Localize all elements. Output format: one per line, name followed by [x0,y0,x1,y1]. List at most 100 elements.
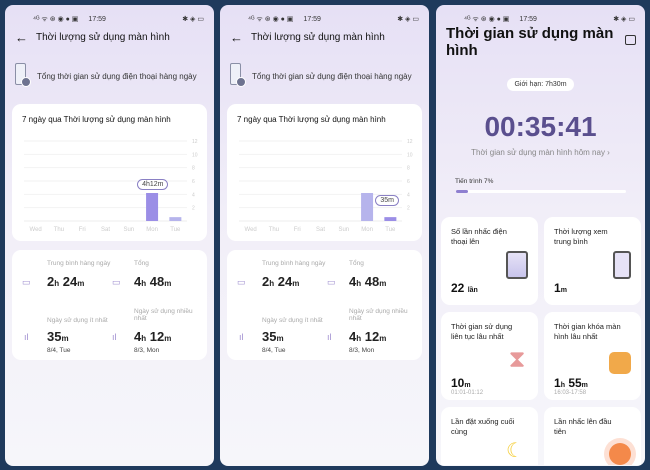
calendar-icon: ▭ [327,277,336,287]
progress-bar [456,190,626,193]
x-tick-label: Sat [316,227,325,233]
screen-time-phone: ⁴ᴳ ᯤ ⊛ ◉ ● ▣ 17:59 ✱ ◈ ▭ ← Thời lượng sử dụ… [220,5,429,466]
sun-icon [609,443,631,465]
avg-label: Trung bình hàng ngày [262,260,326,267]
y-tick-label: 8 [407,166,410,172]
battery-icon: ✱ ◈ ▭ [182,16,204,23]
status-icons: ⁴ᴳ ᯤ ⊛ ◉ ● ▣ [33,15,79,23]
avg-value: 2h 24m [47,274,85,289]
weekly-chart-card: 7 ngày qua Thời lượng sử dụng màn hình 2… [227,104,422,241]
most-label: Ngày sử dụng nhiều nhất [134,308,193,322]
bar-tue[interactable] [169,217,182,221]
stats-card: Trung bình hàng ngày ▭ 2h 24m Tổng ▭ 4h … [227,250,422,360]
weekly-chart-card: 7 ngày qua Thời lượng sử dụng màn hình 2… [12,104,207,241]
longest-session-tile[interactable]: Thời gian sử dụng liên tục lâu nhất ⧗ 10m 0… [441,312,538,400]
x-tick-label: Sun [123,227,134,233]
most-date: 8/3, Mon [134,347,160,354]
chart-title: 7 ngày qua Thời lượng sử dụng màn hình [22,115,171,124]
calendar-icon[interactable] [625,35,636,45]
usage-timer: 00:35:41 [484,111,597,142]
x-tick-label: Sat [101,227,110,233]
limit-pill[interactable]: Giới hạn: 7h30m [436,73,645,91]
least-date: 8/4, Tue [262,347,286,354]
calendar-icon: ▭ [237,277,246,287]
bars-icon: ıl [112,332,117,342]
page-title: Thời gian sử dụng màn hình [446,25,614,59]
most-value: 4h 12m [349,329,387,344]
status-icons: ⁴ᴳ ᯤ ⊛ ◉ ● ▣ [248,15,294,23]
least-label: Ngày sử dụng ít nhất [262,317,323,324]
back-arrow-icon[interactable]: ← [15,30,28,45]
first-pickup-tile[interactable]: Lần nhấc lên đầu tiên [544,407,641,465]
x-tick-label: Tue [385,227,396,233]
chart-title: 7 ngày qua Thời lượng sử dụng màn hình [237,115,386,124]
x-tick-label: Tue [170,227,181,233]
bars-icon: ıl [239,332,244,342]
least-value: 35m [262,329,284,344]
bar-chart[interactable]: 2 4 6 8 10 12 Wed Thu Fri Sat Sun Mon Tue [12,104,207,241]
bars-icon: ıl [24,332,29,342]
longest-lock-tile[interactable]: Thời gian khóa màn hình lâu nhất 1h 55m 16… [544,312,641,400]
bar-mon[interactable] [361,193,374,221]
x-tick-label: Thu [54,227,64,233]
y-tick-label: 4 [407,192,410,198]
x-tick-label: Wed [30,227,42,233]
least-value: 35m [47,329,69,344]
most-label: Ngày sử dụng nhiều nhất [349,308,408,322]
y-tick-label: 12 [407,139,413,145]
today-usage-link[interactable]: Thời gian sử dụng màn hình hôm nay › [471,148,610,157]
x-tick-label: Fri [79,227,86,233]
pickups-tile[interactable]: Số lần nhấc điện thoại lên 22 lần [441,217,538,305]
status-icons: ⁴ᴳ ᯤ ⊛ ◉ ● ▣ [464,15,510,23]
hand-phone-icon [506,251,528,279]
chart-tooltip: 4h12m [137,179,169,190]
avg-value: 2h 24m [262,274,300,289]
total-label: Tổng [134,260,149,267]
y-tick-label: 8 [192,166,195,172]
daily-total-row[interactable]: Tổng thời gian sử dụng điện thoại hàng n… [230,63,412,89]
total-label: Tổng [349,260,364,267]
calendar-icon: ▭ [22,277,31,287]
battery-icon: ✱ ◈ ▭ [613,16,635,23]
clock: 17:59 [303,15,321,23]
least-label: Ngày sử dụng ít nhất [47,317,108,324]
avg-view-tile[interactable]: Thời lượng xem trung bình 1m [544,217,641,305]
bar-mon[interactable] [146,193,159,221]
status-bar: ⁴ᴳ ᯤ ⊛ ◉ ● ▣ 17:59 ✱ ◈ ▭ [5,13,214,25]
back-arrow-icon[interactable]: ← [230,30,243,45]
x-tick-label: Thu [269,227,279,233]
status-bar: ⁴ᴳ ᯤ ⊛ ◉ ● ▣ 17:59 ✱ ◈ ▭ [436,13,645,25]
battery-icon: ✱ ◈ ▭ [397,16,419,23]
phone-clock-icon [230,63,246,89]
clock: 17:59 [519,15,537,23]
x-tick-label: Wed [245,227,257,233]
x-tick-label: Mon [361,227,373,233]
screen-time-phone: ⁴ᴳ ᯤ ⊛ ◉ ● ▣ 17:59 ✱ ◈ ▭ ← Thời lượng sử dụ… [5,5,214,466]
y-tick-label: 2 [192,206,195,212]
today-screen-phone: ⁴ᴳ ᯤ ⊛ ◉ ● ▣ 17:59 ✱ ◈ ▭ Thời gian sử dụng… [436,5,645,466]
avg-label: Trung bình hàng ngày [47,260,111,267]
bar-tue[interactable] [384,217,397,221]
x-tick-label: Fri [294,227,301,233]
page-title: Thời lượng sử dụng màn hình [36,32,170,43]
last-putdown-tile[interactable]: Lần đặt xuống cuối cùng ☾ [441,407,538,465]
bar-chart[interactable]: 2 4 6 8 10 12 Wed Thu Fri Sat Sun Mon Tue [227,104,422,241]
padlock-icon [609,352,631,374]
y-tick-label: 6 [192,179,195,185]
y-tick-label: 10 [407,152,413,158]
limit-label: Giới hạn: 7h30m [507,78,574,91]
y-tick-label: 6 [407,179,410,185]
y-tick-label: 10 [192,152,198,158]
daily-total-row[interactable]: Tổng thời gian sử dụng điện thoại hàng n… [15,63,197,89]
progress-label: Tiến trình 7% [455,178,494,185]
chart-tooltip: 35m [375,195,399,206]
summary-label: Tổng thời gian sử dụng điện thoại hàng n… [252,71,412,81]
summary-label: Tổng thời gian sử dụng điện thoại hàng n… [37,71,197,81]
total-value: 4h 48m [134,274,172,289]
x-tick-label: Mon [146,227,158,233]
touch-phone-icon [613,251,631,279]
hourglass-icon: ⧗ [508,346,526,373]
calendar-icon: ▭ [112,277,121,287]
most-date: 8/3, Mon [349,347,375,354]
y-tick-label: 2 [407,206,410,212]
